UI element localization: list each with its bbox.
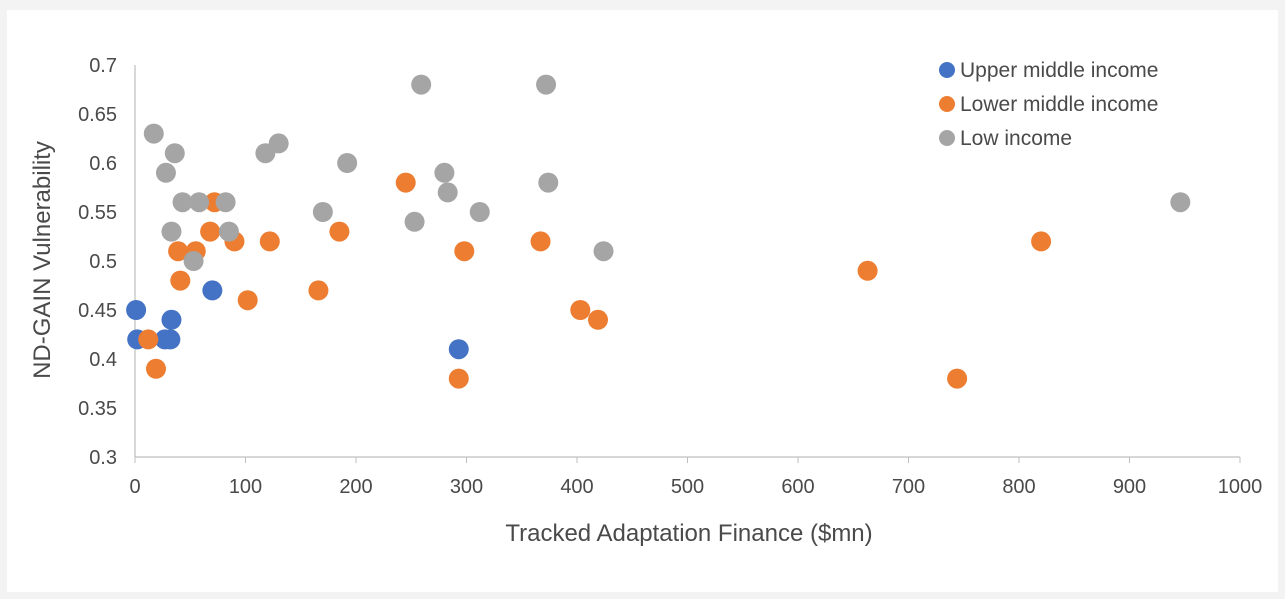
x-tick-label: 200 (339, 476, 372, 498)
point-low-income (155, 162, 176, 183)
point-low-income (437, 182, 458, 203)
x-tick-label: 400 (560, 476, 593, 498)
point-upper-middle-income (126, 300, 147, 320)
x-tick-label: 700 (892, 476, 925, 498)
y-axis-title: ND-GAIN Vulnerability (29, 141, 56, 379)
chart-card: 0.3 0.35 0.4 0.45 0.5 0.55 0.6 0.65 0.7 0 100 200 3… (7, 10, 1278, 592)
x-tick-label: 100 (229, 476, 262, 498)
point-lower-middle-income (587, 309, 608, 330)
x-tick-labels: 0 100 200 300 400 500 600 700 800 900 1000 (129, 457, 1262, 498)
legend-label-upper-middle-income: Upper middle income (960, 59, 1158, 82)
point-low-income (434, 162, 455, 183)
y-tick-label: 0.4 (89, 349, 117, 371)
point-lower-middle-income (857, 260, 878, 281)
point-low-income (164, 143, 185, 164)
y-tick-label: 0.3 (89, 447, 117, 469)
point-lower-middle-income (947, 368, 968, 389)
legend-marker-lower-middle-income (939, 96, 955, 112)
point-lower-middle-income (138, 329, 159, 350)
y-tick-label: 0.6 (89, 153, 117, 175)
point-lower-middle-income (530, 231, 551, 252)
point-lower-middle-income (170, 270, 191, 291)
point-upper-middle-income (202, 280, 223, 301)
point-lower-middle-income (259, 231, 280, 252)
y-tick-labels: 0.3 0.35 0.4 0.45 0.5 0.55 0.6 0.65 0.7 (78, 55, 117, 469)
legend-marker-low-income (939, 130, 955, 146)
point-low-income (268, 133, 289, 154)
point-lower-middle-income (329, 221, 350, 242)
point-lower-middle-income (395, 172, 416, 193)
point-low-income (593, 241, 614, 262)
y-tick-label: 0.35 (78, 398, 117, 420)
point-low-income (143, 123, 164, 144)
point-lower-middle-income (1031, 231, 1052, 252)
axes (134, 65, 1240, 458)
legend-label-low-income: Low income (960, 127, 1072, 150)
x-tick-label: 500 (671, 476, 704, 498)
point-low-income (312, 202, 333, 222)
point-low-income (161, 221, 182, 242)
legend-label-lower-middle-income: Lower middle income (960, 93, 1158, 116)
point-lower-middle-income (454, 241, 475, 262)
point-low-income (218, 221, 239, 242)
point-low-income (189, 192, 210, 213)
x-tick-label: 300 (450, 476, 483, 498)
point-lower-middle-income (448, 368, 469, 389)
point-lower-middle-income (308, 280, 329, 301)
point-upper-middle-income (448, 339, 469, 360)
y-tick-label: 0.45 (78, 300, 117, 322)
y-tick-label: 0.7 (89, 55, 117, 77)
y-tick-label: 0.65 (78, 104, 117, 126)
x-tick-label: 600 (781, 476, 814, 498)
x-tick-label: 0 (129, 476, 140, 498)
point-low-income (411, 74, 432, 95)
x-tick-label: 1000 (1218, 476, 1263, 498)
point-lower-middle-income (145, 358, 166, 379)
point-upper-middle-income (161, 309, 182, 330)
point-low-income (172, 192, 193, 213)
point-low-income (215, 192, 236, 213)
point-low-income (337, 153, 358, 173)
data-points (126, 74, 1191, 389)
x-axis-title: Tracked Adaptation Finance ($mn) (505, 520, 872, 547)
point-lower-middle-income (200, 221, 221, 242)
point-low-income (538, 172, 559, 193)
point-lower-middle-income (168, 241, 189, 262)
point-low-income (469, 202, 490, 222)
legend: Upper middle income Lower middle income Lo… (939, 59, 1158, 150)
scatter-chart: 0.3 0.35 0.4 0.45 0.5 0.55 0.6 0.65 0.7 0 100 200 3… (29, 55, 1262, 547)
y-tick-label: 0.5 (89, 251, 117, 273)
point-upper-middle-income (160, 329, 181, 350)
point-lower-middle-income (570, 300, 591, 320)
point-lower-middle-income (237, 290, 258, 311)
point-low-income (404, 211, 425, 232)
point-low-income (1170, 192, 1191, 213)
x-tick-label: 900 (1113, 476, 1146, 498)
point-low-income (183, 251, 204, 271)
x-tick-label: 800 (1002, 476, 1035, 498)
y-tick-label: 0.55 (78, 202, 117, 224)
legend-marker-upper-middle-income (939, 62, 955, 78)
point-low-income (536, 74, 557, 95)
